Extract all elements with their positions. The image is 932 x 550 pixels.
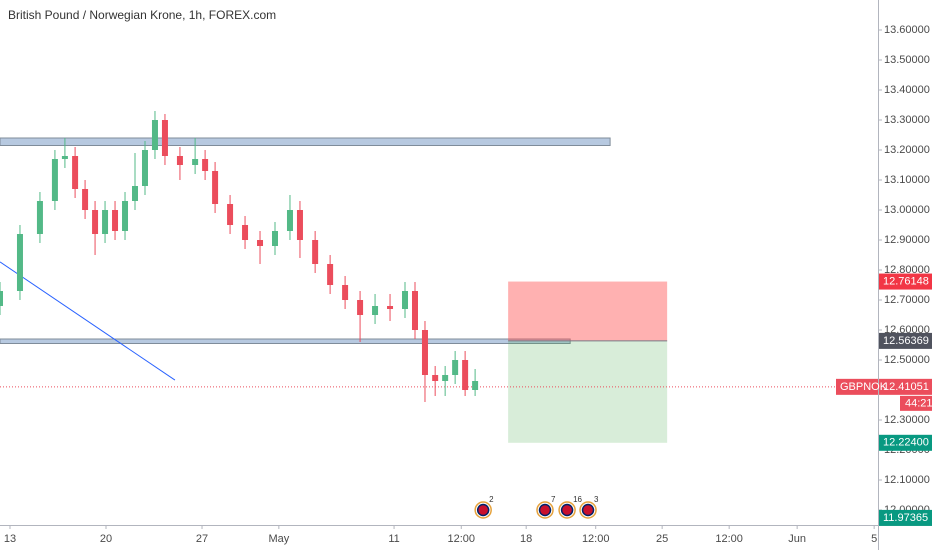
y-tick-label: 12.50000 — [884, 354, 930, 366]
stop-zone — [508, 281, 668, 341]
symbol-bg — [836, 378, 878, 395]
candle-body — [242, 225, 249, 240]
y-tick-label: 13.30000 — [884, 114, 930, 126]
candle-body — [176, 156, 183, 165]
candle-body — [61, 156, 68, 159]
event-flag — [476, 503, 490, 517]
y-tick-label: 12.90000 — [884, 234, 930, 246]
candle-body — [161, 120, 168, 156]
last-price-badge-bg — [879, 378, 932, 395]
target-zone — [508, 340, 668, 443]
candle-body — [82, 189, 89, 210]
candle-body — [472, 381, 479, 390]
candle-body — [112, 210, 119, 231]
last-price-badge: 12.41051 — [883, 381, 929, 393]
candle-body — [16, 234, 23, 291]
y-tick-label: 13.60000 — [884, 24, 930, 36]
event-icon: 7 — [536, 495, 556, 519]
candle-body — [402, 291, 409, 309]
candle-body — [387, 306, 394, 309]
candle-body — [357, 300, 364, 315]
candle-body — [151, 120, 158, 150]
candle-body — [141, 150, 148, 186]
y-tick-label: 13.40000 — [884, 84, 930, 96]
x-tick-label: 12:00 — [715, 533, 743, 545]
candle-body — [342, 285, 349, 300]
candle-body — [257, 240, 264, 246]
y-tick-label: 13.50000 — [884, 54, 930, 66]
event-flag — [538, 503, 552, 517]
resistance-zone — [0, 137, 611, 146]
y-tick-label: 12.10000 — [884, 474, 930, 486]
event-count: 3 — [594, 495, 599, 504]
event-flag — [560, 503, 574, 517]
candle-body — [421, 330, 428, 375]
candle-body — [0, 291, 3, 306]
candle-body — [411, 291, 418, 330]
trend-line — [0, 261, 176, 381]
x-tick-label: Jun — [788, 533, 806, 545]
candle-body — [202, 159, 209, 171]
candle-body — [312, 240, 319, 264]
x-tick-label: 12:00 — [448, 533, 476, 545]
candle-body — [102, 210, 109, 234]
candle-body — [327, 264, 334, 285]
y-tick-label: 12.70000 — [884, 294, 930, 306]
countdown-bg — [900, 395, 932, 411]
candle-body — [51, 159, 58, 201]
symbol-label: GBPNOK — [840, 381, 888, 393]
x-tick-label: 12:00 — [582, 533, 610, 545]
candle-body — [452, 360, 459, 375]
x-tick-label: May — [268, 533, 289, 545]
candle-body — [462, 360, 469, 390]
candle-body — [92, 210, 99, 234]
event-icon: 16 — [558, 495, 583, 519]
event-count: 16 — [573, 495, 582, 504]
y-tick-label: 13.20000 — [884, 144, 930, 156]
x-tick-label: 5 — [871, 533, 877, 545]
event-flag — [581, 503, 595, 517]
x-tick-label: 11 — [388, 533, 399, 545]
target-badge-bg — [879, 434, 932, 451]
x-tick-label: 27 — [196, 533, 208, 545]
countdown: 44:21 — [905, 397, 932, 409]
candle-body — [442, 375, 449, 381]
stop-badge: 12.76148 — [883, 275, 929, 287]
event-icon: 2 — [474, 495, 494, 519]
candle-body — [192, 159, 199, 165]
candle-body — [132, 186, 139, 201]
candle-body — [432, 375, 439, 381]
candle-body — [122, 201, 129, 231]
candle-body — [286, 210, 293, 231]
y-tick-label: 12.80000 — [884, 264, 930, 276]
entry-badge-bg — [879, 332, 932, 349]
x-tick-label: 25 — [656, 533, 668, 545]
candle-body — [212, 171, 219, 204]
candle-body — [271, 231, 278, 246]
y-tick-label: 13.00000 — [884, 204, 930, 216]
candle-body — [72, 156, 79, 189]
candle-body — [296, 210, 303, 240]
support-zone — [0, 338, 571, 344]
x-tick-label: 13 — [4, 533, 16, 545]
alert-badge: 11.97365 — [883, 512, 928, 524]
target-badge: 12.22400 — [883, 437, 929, 449]
stop-badge-bg — [879, 273, 932, 290]
event-count: 2 — [489, 495, 494, 504]
chart-title: British Pound / Norwegian Krone, 1h, FOR… — [8, 8, 276, 22]
alert-badge-bg — [879, 509, 932, 526]
x-tick-label: 20 — [100, 533, 112, 545]
candle-body — [36, 201, 43, 234]
x-tick-label: 18 — [520, 533, 532, 545]
event-icon: 3 — [579, 495, 599, 519]
y-tick-label: 13.10000 — [884, 174, 930, 186]
candle-body — [227, 204, 234, 225]
y-tick-label: 12.30000 — [884, 414, 930, 426]
entry-badge: 12.56369 — [883, 335, 929, 347]
event-count: 7 — [551, 495, 556, 504]
candle-body — [372, 306, 379, 315]
